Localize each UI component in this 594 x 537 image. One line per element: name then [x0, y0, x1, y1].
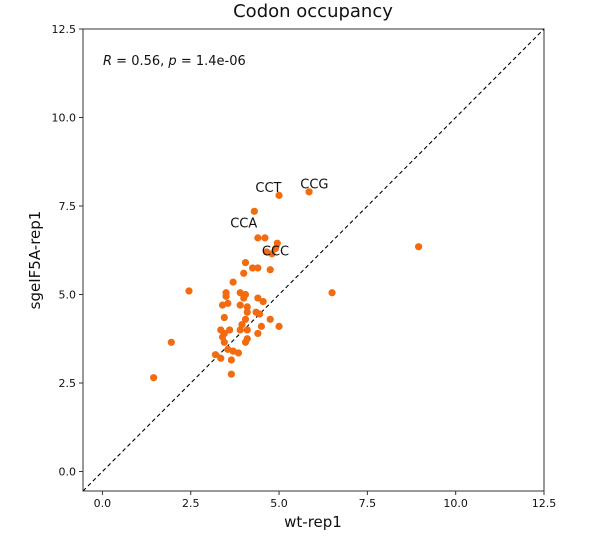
data-point: [267, 266, 274, 273]
point-labels: CCT CCG CCA CCC: [230, 177, 328, 259]
x-axis-title: wt-rep1: [284, 513, 342, 531]
data-point: [224, 300, 231, 307]
data-point: [242, 339, 249, 346]
data-point: [150, 374, 157, 381]
data-point: [328, 289, 335, 296]
annotation-p-symbol: p: [167, 54, 176, 69]
data-point: [275, 323, 282, 330]
data-point: [237, 326, 244, 333]
point-label: CCG: [300, 177, 328, 192]
data-point: [254, 264, 261, 271]
axis-ticks: 0.0 2.5 5.0 7.5 10.0 12.5 0.0 2.5 5.0 7.5 10.0 12.5: [52, 23, 557, 510]
y-axis-title: sgeIF5A-rep1: [26, 211, 44, 310]
annotation-r-value: = 0.56,: [112, 54, 168, 69]
data-point: [242, 259, 249, 266]
point-label: CCT: [255, 181, 281, 196]
y-tick-label: 7.5: [59, 200, 77, 213]
y-tick-label: 2.5: [59, 377, 77, 390]
data-point: [267, 316, 274, 323]
data-point: [221, 314, 228, 321]
data-point: [261, 234, 268, 241]
point-label: CCA: [230, 216, 257, 231]
data-point: [251, 208, 258, 215]
x-tick-label: 10.0: [443, 497, 468, 510]
annotation-r-symbol: R: [103, 54, 112, 69]
y-tick-label: 5.0: [59, 289, 77, 302]
data-point: [254, 234, 261, 241]
chart-title: Codon occupancy: [233, 1, 393, 22]
data-point: [240, 270, 247, 277]
data-point: [228, 371, 235, 378]
data-point: [240, 294, 247, 301]
data-point: [244, 309, 251, 316]
data-point: [221, 339, 228, 346]
correlation-annotation: R = 0.56, p = 1.4e-06: [103, 54, 246, 69]
data-points: [150, 188, 422, 381]
data-point: [244, 326, 251, 333]
x-tick-label: 0.0: [94, 497, 112, 510]
x-tick-label: 2.5: [182, 497, 200, 510]
y-tick-label: 12.5: [52, 23, 77, 36]
data-point: [168, 339, 175, 346]
data-point: [222, 293, 229, 300]
data-point: [235, 349, 242, 356]
x-tick-label: 5.0: [270, 497, 288, 510]
data-point: [217, 355, 224, 362]
annotation-p-value: = 1.4e-06: [177, 54, 246, 69]
data-point: [256, 310, 263, 317]
data-point: [254, 330, 261, 337]
reference-diagonal-line: [83, 29, 544, 491]
x-tick-label: 12.5: [532, 497, 557, 510]
data-point: [258, 323, 265, 330]
data-point: [185, 287, 192, 294]
point-label: CCC: [262, 245, 289, 260]
y-tick-label: 0.0: [59, 466, 77, 479]
data-point: [230, 279, 237, 286]
y-tick-label: 10.0: [52, 112, 77, 125]
data-point: [228, 356, 235, 363]
data-point: [237, 302, 244, 309]
data-point: [415, 243, 422, 250]
data-point: [260, 298, 267, 305]
x-tick-label: 7.5: [359, 497, 377, 510]
